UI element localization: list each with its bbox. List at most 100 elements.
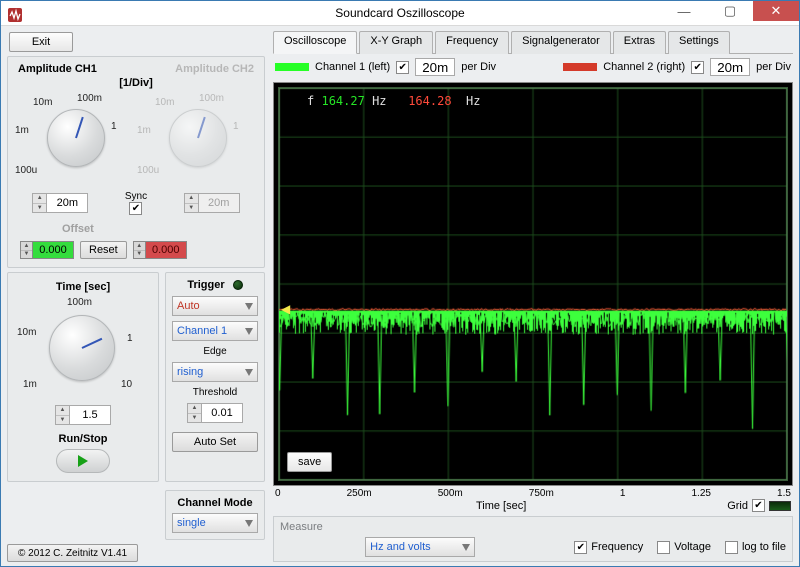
window-title: Soundcard Oszilloscope [335, 6, 464, 20]
knob-tick: 10m [155, 97, 174, 108]
trigger-mode-select[interactable]: Auto [172, 296, 258, 316]
knob-tick: 10m [17, 327, 36, 338]
exit-button[interactable]: Exit [9, 32, 73, 52]
tabs: Oscilloscope X-Y Graph Frequency Signalg… [273, 30, 793, 54]
time-knob[interactable] [49, 315, 115, 381]
amplitude-unit: [1/Div] [14, 77, 258, 89]
x-tick: 750m [529, 488, 554, 499]
x-tick: 1 [620, 488, 626, 499]
measure-freq-checkbox[interactable]: ✔ [574, 541, 587, 554]
trigger-edge-label: Edge [172, 346, 258, 357]
ch1-label: Channel 1 (left) [315, 61, 390, 73]
knob-tick: 1m [15, 125, 29, 136]
tab-frequency[interactable]: Frequency [435, 31, 509, 54]
measure-panel: Measure Hz and volts ✔Frequency Voltage … [273, 516, 793, 562]
knob-tick: 100m [199, 93, 224, 104]
amplitude-ch2-input[interactable] [198, 193, 240, 213]
ch1-checkbox[interactable]: ✔ [396, 61, 409, 74]
measure-freq-label: Frequency [591, 541, 643, 553]
time-value[interactable]: ▲▼ [55, 405, 111, 425]
measure-unit-select[interactable]: Hz and volts [365, 537, 475, 557]
knob-tick: 1 [127, 333, 133, 344]
frequency-readout: f 164.27 Hz 164.28 Hz [307, 94, 480, 108]
ch2-checkbox[interactable]: ✔ [691, 61, 704, 74]
grid-swatch-icon [769, 501, 791, 511]
ch2-color-swatch [563, 63, 597, 71]
window-maximize-button[interactable]: ▢ [707, 1, 753, 21]
channel-mode-panel: Channel Mode single [165, 490, 265, 540]
amplitude-ch1-value[interactable]: ▲▼ [32, 193, 88, 213]
trigger-marker-icon[interactable]: ◀ [281, 302, 290, 316]
offset-reset-button[interactable]: Reset [80, 241, 127, 259]
ch1-perdiv-input[interactable] [415, 58, 455, 76]
amplitude-ch1-input[interactable] [46, 193, 88, 213]
scope-display: f 164.27 Hz 164.28 Hz ◀ save [273, 82, 793, 486]
sync-label: Sync [125, 191, 147, 202]
ch1-color-swatch [275, 63, 309, 71]
perdiv-label-2: per Div [756, 61, 791, 73]
trigger-threshold[interactable]: ▲▼ [187, 403, 243, 423]
knob-tick: 100u [15, 165, 37, 176]
measure-log-checkbox[interactable] [725, 541, 738, 554]
x-axis-ticks: 0250m500m750m11.251.5 [273, 486, 793, 499]
knob-tick: 100m [67, 297, 92, 308]
trigger-channel-select[interactable]: Channel 1 [172, 321, 258, 341]
scope-canvas [279, 88, 787, 480]
left-panel: Exit Amplitude CH1 Amplitude CH2 [1/Div]… [1, 26, 269, 566]
amplitude-panel: Amplitude CH1 Amplitude CH2 [1/Div] 1m 1… [7, 56, 265, 268]
trigger-panel: Trigger Auto Channel 1 Edge rising Thres… [165, 272, 265, 482]
offset-ch1[interactable]: ▲▼0.000 [20, 241, 74, 259]
measure-volt-checkbox[interactable] [657, 541, 670, 554]
grid-checkbox[interactable]: ✔ [752, 499, 765, 512]
tab-xy-graph[interactable]: X-Y Graph [359, 31, 433, 54]
save-button[interactable]: save [287, 452, 332, 472]
x-tick: 1.25 [691, 488, 710, 499]
right-panel: Oscilloscope X-Y Graph Frequency Signalg… [269, 26, 799, 566]
amplitude-ch1-knob[interactable] [47, 109, 105, 167]
channel-mode-select[interactable]: single [172, 513, 258, 533]
amplitude-ch1-title: Amplitude CH1 [18, 63, 97, 75]
window-minimize-button[interactable]: — [661, 1, 707, 21]
ch2-perdiv-input[interactable] [710, 58, 750, 76]
perdiv-label-1: per Div [461, 61, 496, 73]
time-panel: Time [sec] 100m 10m 1 1m 10 ▲▼ [7, 272, 159, 482]
offset-label: Offset [62, 223, 258, 235]
sync-checkbox[interactable]: ✔ [129, 202, 142, 215]
trigger-led-icon [233, 280, 243, 290]
app-icon [7, 7, 23, 23]
amplitude-ch2-value[interactable]: ▲▼ [184, 193, 240, 213]
channel-mode-title: Channel Mode [172, 497, 258, 509]
offset-ch2[interactable]: ▲▼0.000 [133, 241, 187, 259]
runstop-title: Run/Stop [14, 433, 152, 445]
window-close-button[interactable]: ✕ [753, 1, 799, 21]
app-window: Soundcard Oszilloscope — ▢ ✕ Exit Amplit… [0, 0, 800, 567]
trigger-threshold-input[interactable] [201, 403, 243, 423]
x-tick: 250m [347, 488, 372, 499]
x-tick: 500m [438, 488, 463, 499]
knob-tick: 1 [233, 121, 239, 132]
measure-title: Measure [280, 521, 786, 533]
x-tick: 0 [275, 488, 281, 499]
knob-tick: 1m [23, 379, 37, 390]
tab-settings[interactable]: Settings [668, 31, 730, 54]
amplitude-ch2-knob-wrap: 1m 10m 100m 1 100u [137, 91, 257, 189]
trigger-edge-select[interactable]: rising [172, 362, 258, 382]
tab-extras[interactable]: Extras [613, 31, 666, 54]
knob-tick: 100u [137, 165, 159, 176]
trigger-title: Trigger [187, 279, 224, 291]
channel-bar: Channel 1 (left) ✔ per Div Channel 2 (ri… [273, 54, 793, 80]
auto-set-button[interactable]: Auto Set [172, 432, 258, 452]
runstop-button[interactable] [56, 449, 110, 473]
amplitude-ch2-title: Amplitude CH2 [175, 63, 254, 75]
time-title: Time [sec] [14, 281, 152, 293]
time-input[interactable] [69, 405, 111, 425]
knob-tick: 1 [111, 121, 117, 132]
grid-label: Grid [727, 500, 748, 512]
tab-oscilloscope[interactable]: Oscilloscope [273, 31, 357, 54]
measure-log-label: log to file [742, 541, 786, 553]
ch2-label: Channel 2 (right) [603, 61, 685, 73]
knob-tick: 10 [121, 379, 132, 390]
amplitude-ch2-knob[interactable] [169, 109, 227, 167]
tab-signalgenerator[interactable]: Signalgenerator [511, 31, 611, 54]
knob-tick: 1m [137, 125, 151, 136]
